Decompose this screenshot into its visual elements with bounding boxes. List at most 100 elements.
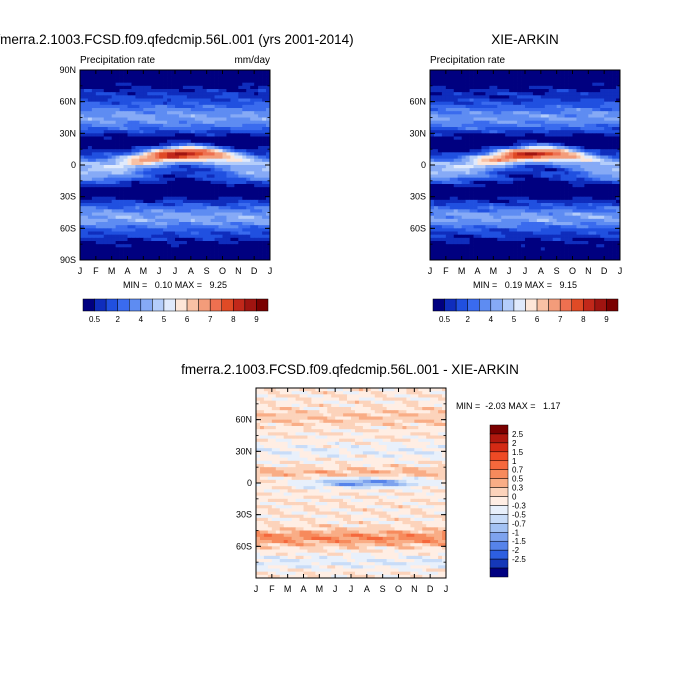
- heatmap-cell: [548, 180, 554, 185]
- heatmap-cell: [111, 203, 116, 207]
- heatmap-cell: [540, 190, 546, 194]
- heatmap-cell: [540, 142, 546, 147]
- heatmap-cell: [99, 234, 105, 239]
- heatmap-cell: [83, 168, 89, 172]
- heatmap-cell: [568, 193, 573, 198]
- heatmap-cell: [489, 117, 494, 122]
- heatmap-cell: [572, 187, 577, 191]
- heatmap-cell: [135, 155, 140, 160]
- heatmap-cell: [210, 142, 215, 147]
- heatmap-cell: [564, 158, 569, 163]
- heatmap-cell: [485, 174, 490, 179]
- heatmap-cell: [552, 193, 558, 198]
- heatmap-cell: [123, 253, 128, 258]
- heatmap-cell: [246, 104, 251, 109]
- heatmap-cell: [147, 256, 152, 261]
- heatmap-cell: [580, 85, 585, 90]
- heatmap-cell: [99, 215, 105, 220]
- heatmap-cell: [107, 184, 113, 188]
- heatmap-cell: [103, 89, 109, 93]
- heatmap-cell: [266, 89, 271, 93]
- heatmap-cell: [218, 241, 223, 245]
- heatmap-cell: [493, 184, 498, 188]
- heatmap-cell: [536, 82, 542, 87]
- heatmap-cell: [234, 98, 239, 103]
- heatmap-cell: [258, 177, 263, 182]
- heatmap-cell: [485, 136, 490, 141]
- heatmap-cell: [592, 165, 597, 169]
- heatmap-cell: [178, 155, 184, 160]
- heatmap-cell: [568, 82, 573, 87]
- heatmap-cell: [151, 155, 156, 160]
- heatmap-cell: [254, 120, 259, 125]
- heatmap-cell: [509, 98, 514, 103]
- heatmap-cell: [604, 70, 609, 74]
- heatmap-cell: [163, 130, 168, 134]
- heatmap-cell: [83, 241, 89, 245]
- heatmap-cell: [489, 136, 494, 141]
- heatmap-cell: [234, 165, 239, 169]
- y-tick-label: 60N: [59, 97, 76, 107]
- heatmap-cell: [584, 127, 589, 131]
- heatmap-cell: [210, 70, 215, 74]
- heatmap-cell: [453, 165, 459, 169]
- heatmap-cell: [103, 70, 109, 74]
- heatmap-cell: [151, 82, 156, 87]
- heatmap-cell: [167, 79, 172, 84]
- heatmap-cell: [119, 199, 124, 204]
- heatmap-cell: [151, 253, 156, 258]
- heatmap-cell: [234, 218, 239, 223]
- heatmap-cell: [584, 70, 589, 74]
- heatmap-cell: [206, 206, 211, 210]
- heatmap-cell: [469, 127, 474, 131]
- heatmap-cell: [186, 256, 192, 261]
- heatmap-cell: [222, 250, 227, 255]
- heatmap-cell: [175, 241, 180, 245]
- heatmap-cell: [536, 139, 542, 144]
- heatmap-cell: [230, 237, 235, 242]
- heatmap-cell: [91, 228, 97, 232]
- heatmap-cell: [206, 158, 211, 163]
- heatmap-cell: [536, 89, 542, 93]
- heatmap-cell: [469, 89, 474, 93]
- heatmap-cell: [214, 152, 219, 156]
- heatmap-cell: [544, 190, 550, 194]
- heatmap-cell: [131, 228, 136, 232]
- heatmap-cell: [489, 168, 494, 172]
- heatmap-cell: [111, 139, 116, 144]
- heatmap-cell: [497, 196, 502, 201]
- heatmap-cell: [159, 108, 164, 112]
- heatmap-cell: [254, 184, 259, 188]
- heatmap-cell: [135, 149, 140, 153]
- heatmap-cell: [206, 82, 211, 87]
- heatmap-cell: [167, 114, 172, 118]
- heatmap-cell: [163, 120, 168, 125]
- heatmap-cell: [505, 193, 510, 198]
- heatmap-cell: [218, 184, 223, 188]
- heatmap-cell: [497, 158, 502, 163]
- heatmap-cell: [604, 120, 609, 125]
- heatmap-cell: [441, 196, 447, 201]
- heatmap-cell: [214, 146, 219, 150]
- heatmap-cell: [521, 155, 526, 160]
- heatmap-cell: [99, 184, 105, 188]
- heatmap-cell: [584, 76, 589, 80]
- heatmap-cell: [107, 193, 113, 198]
- heatmap-cell: [604, 82, 609, 87]
- heatmap-cell: [83, 130, 89, 134]
- heatmap-cell: [532, 79, 538, 84]
- heatmap-cell: [127, 117, 132, 122]
- heatmap-cell: [250, 215, 255, 220]
- heatmap-cell: [198, 253, 204, 258]
- heatmap-cell: [437, 108, 443, 112]
- heatmap-cell: [262, 123, 267, 128]
- heatmap-cell: [163, 196, 168, 201]
- heatmap-cell: [171, 123, 176, 128]
- heatmap-cell: [449, 95, 455, 99]
- x-tick-label: A: [188, 266, 194, 276]
- heatmap-cell: [151, 171, 156, 175]
- heatmap-cell: [576, 92, 581, 96]
- heatmap-cell: [198, 250, 204, 255]
- heatmap-cell: [131, 155, 136, 160]
- heatmap-cell: [198, 152, 204, 156]
